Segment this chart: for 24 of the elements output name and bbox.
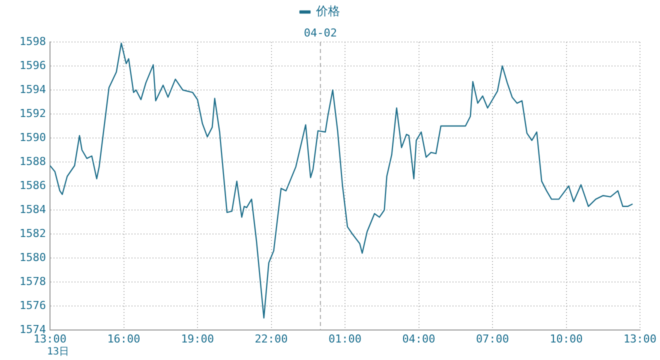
text: 13日 xyxy=(46,346,70,358)
ref-line-label: 04-02 xyxy=(304,26,337,40)
y-tick-label: 1576 xyxy=(20,298,46,312)
y-tick-label: 1582 xyxy=(20,226,46,240)
x-tick-label: 10:00 xyxy=(550,332,583,346)
y-tick-label: 1590 xyxy=(20,130,46,144)
y-tick-label: 1598 xyxy=(20,34,46,48)
y-tick-label: 1580 xyxy=(20,250,46,264)
y-tick-label: 1592 xyxy=(20,106,46,120)
x-tick-label: 13:00 xyxy=(33,332,67,346)
x-tick-label: 07:00 xyxy=(476,332,510,346)
x-tick-label: 04:00 xyxy=(402,332,436,346)
x-tick-label: 16:00 xyxy=(107,332,140,346)
y-tick-label: 1596 xyxy=(20,58,46,72)
x-tick-label: 01:00 xyxy=(328,332,362,346)
legend-label: 价格 xyxy=(315,4,340,18)
y-tick-label: 1594 xyxy=(20,82,46,96)
y-tick-label: 1588 xyxy=(20,154,46,168)
x-tick-label: 13:00 xyxy=(623,332,657,346)
x-tick-label: 22:00 xyxy=(254,332,288,346)
y-tick-label: 1584 xyxy=(20,202,46,216)
y-tick-label: 1578 xyxy=(20,274,46,288)
y-tick-label: 1586 xyxy=(20,178,46,192)
x-tick-label: 19:00 xyxy=(180,332,214,346)
